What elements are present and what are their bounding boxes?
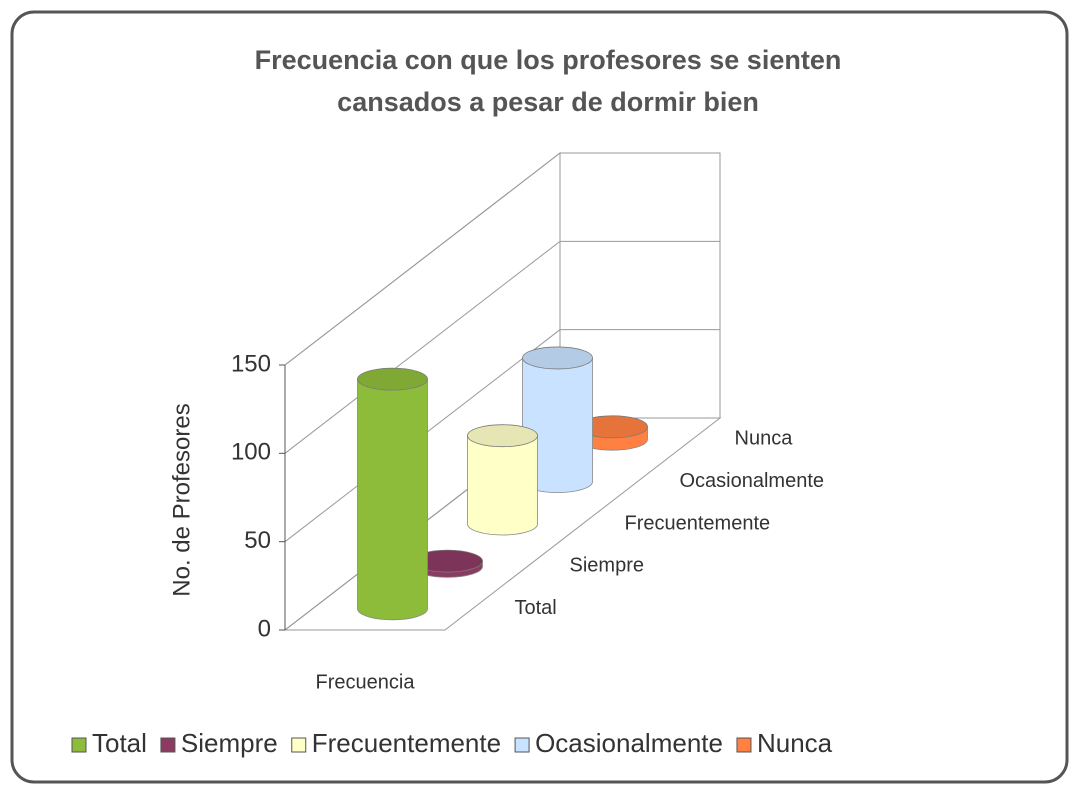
legend-swatch [71,737,87,753]
y-axis-label: No. de Profesores [168,403,195,596]
legend-label: Frecuentemente [312,728,501,758]
legend-label: Ocasionalmente [535,728,723,758]
legend-swatch [291,737,307,753]
legend-label: Total [92,728,147,758]
bar-top [467,424,538,448]
x-tick-label: Frecuencia [316,671,416,693]
legend-label: Siempre [181,728,278,758]
y-tick-label: 150 [231,350,271,377]
legend-swatch [736,737,752,753]
bar [357,378,428,621]
legend-label: Nunca [757,728,833,758]
legend-swatch [514,737,530,753]
depth-label: Frecuentemente [625,512,771,534]
y-tick-label: 100 [231,439,271,466]
legend-swatch [160,737,176,753]
bar-top [522,346,593,370]
depth-label: Ocasionalmente [680,470,825,492]
y-tick-label: 0 [258,615,271,642]
y-tick-label: 50 [244,527,271,554]
depth-label: Siempre [570,555,644,577]
depth-label: Total [515,597,557,619]
depth-label: Nunca [735,427,794,449]
grid-line [284,152,720,366]
bar-top [357,367,428,391]
chart-title: Frecuencia con que los profesores se sie… [255,45,842,117]
bar [467,435,538,536]
